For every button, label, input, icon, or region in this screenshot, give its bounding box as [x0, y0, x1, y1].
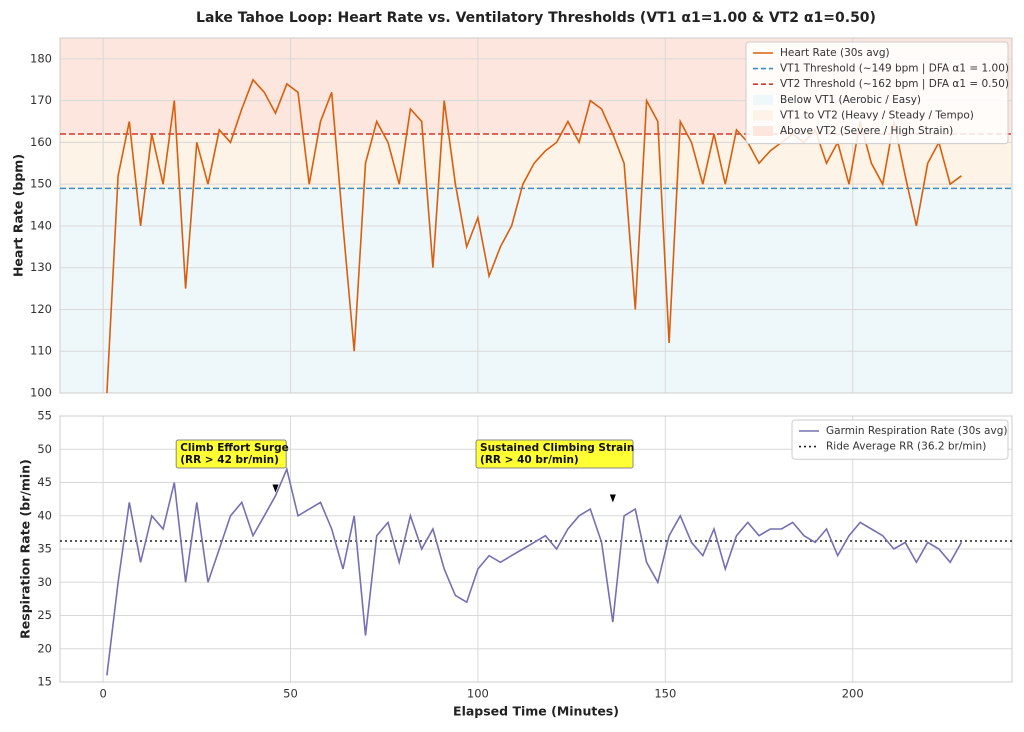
plot-frame [59, 37, 1013, 394]
y-tick-label: 40 [37, 508, 52, 522]
y-axis-label: Heart Rate (bpm) [11, 154, 26, 277]
y-tick-label: 170 [30, 93, 52, 107]
plot-frame [59, 415, 1013, 683]
figure-title: Lake Tahoe Loop: Heart Rate vs. Ventilat… [196, 10, 876, 26]
legend-label: Ride Average RR (36.2 br/min) [826, 441, 986, 453]
legend-label: Below VT1 (Aerobic / Easy) [780, 94, 921, 106]
legend-label: Above VT2 (Severe / High Strain) [780, 125, 953, 137]
y-tick-label: 30 [37, 575, 52, 589]
y-tick-label: 45 [37, 475, 52, 489]
y-tick-label: 25 [37, 608, 52, 622]
y-axis-label: Respiration Rate (br/min) [18, 459, 33, 639]
legend-box [745, 41, 1009, 145]
y-tick-label: 180 [30, 51, 52, 65]
legend-label: Garmin Respiration Rate (30s avg) [826, 425, 1007, 437]
x-tick-label: 200 [842, 687, 864, 701]
y-tick-label: 110 [30, 344, 52, 358]
legend: Heart Rate (30s avg) VT1 Threshold (~149 … [745, 41, 1009, 145]
legend-swatch [753, 126, 773, 136]
annotation-text: Sustained Climbing Strain [480, 442, 634, 454]
annotation-arrow [272, 484, 279, 493]
annotation-box [475, 439, 634, 469]
y-tick-label: 140 [30, 218, 52, 232]
legend-swatch [753, 94, 773, 105]
y-tick-label: 15 [37, 675, 52, 689]
y-tick-label: 50 [37, 442, 52, 456]
y-tick-label: 130 [30, 260, 52, 274]
annotation-text: (RR > 40 br/min) [480, 454, 579, 466]
x-tick-label: 150 [654, 687, 676, 701]
y-tick-label: 150 [30, 177, 52, 191]
zone-band [60, 188, 1012, 393]
y-tick-label: 35 [37, 542, 52, 556]
legend: Garmin Respiration Rate (30s avg) Ride Av… [791, 419, 1009, 460]
annotation-text: Climb Effort Surge [180, 442, 289, 454]
y-tick-label: 160 [30, 135, 52, 149]
annotation-text: (RR > 42 br/min) [180, 454, 279, 466]
y-tick-label: 20 [37, 641, 52, 655]
legend-swatch [753, 110, 773, 121]
x-tick-label: 50 [283, 687, 298, 701]
x-tick-label: 0 [99, 687, 106, 701]
annotation-box [175, 439, 287, 469]
annotation-arrow [609, 494, 616, 503]
y-tick-label: 120 [30, 302, 52, 316]
legend-label: Heart Rate (30s avg) [780, 47, 890, 59]
y-tick-label: 100 [30, 386, 52, 400]
y-tick-label: 55 [37, 409, 52, 423]
x-axis-label: Elapsed Time (Minutes) [453, 704, 619, 719]
data-line [106, 466, 963, 676]
legend-label: VT2 Threshold (~162 bpm | DFA α1 = 0.50) [780, 78, 1009, 90]
x-tick-label: 100 [467, 687, 489, 701]
legend-box [791, 419, 1009, 460]
legend-label: VT1 Threshold (~149 bpm | DFA α1 = 1.00) [780, 63, 1009, 75]
legend-label: VT1 to VT2 (Heavy / Steady / Tempo) [780, 109, 974, 121]
